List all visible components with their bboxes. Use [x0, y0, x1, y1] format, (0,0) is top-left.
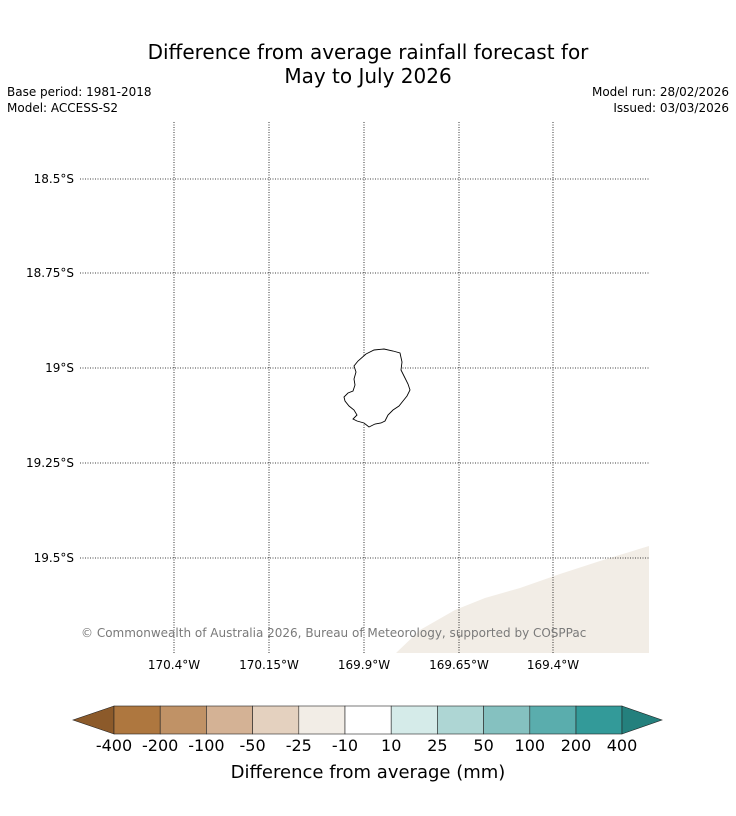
colorbar-tick-label: 400 — [607, 736, 638, 755]
lon-label: 170.4°W — [148, 658, 200, 672]
colorbar-tick-label: -100 — [188, 736, 224, 755]
meta-right: Model run: 28/02/2026 Issued: 03/03/2026 — [592, 84, 729, 116]
map-title-line-2: May to July 2026 — [284, 64, 452, 88]
colorbar-ticks: -400 -200 -100 -50 -25 -10 10 25 50 100 … — [96, 736, 637, 755]
lon-label: 170.15°W — [239, 658, 299, 672]
meta-left: Base period: 1981-2018 Model: ACCESS-S2 — [7, 84, 152, 116]
colorbar-extend-low — [72, 705, 115, 735]
issued-text: Issued: 03/03/2026 — [613, 101, 729, 115]
lon-labels: 170.4°W 170.15°W 169.9°W 169.65°W 169.4°… — [148, 658, 579, 672]
lat-label: 18.75°S — [26, 266, 74, 280]
colorbar-segment — [252, 705, 300, 735]
colorbar-segment — [575, 705, 623, 735]
lat-label: 19.5°S — [34, 551, 74, 565]
colorbar-tick-label: -200 — [142, 736, 178, 755]
colorbar-tick-label: 200 — [561, 736, 592, 755]
colorbar-title: Difference from average (mm) — [231, 762, 506, 783]
colorbar-segment — [113, 705, 161, 735]
island-outline — [343, 348, 411, 428]
colorbar-extend-high — [621, 705, 663, 735]
colorbar-segment — [437, 705, 484, 735]
colorbar-segment — [390, 705, 438, 735]
colorbar-tick-label: -400 — [96, 736, 132, 755]
colorbar-tick-label: 10 — [381, 736, 401, 755]
colorbar — [72, 705, 663, 735]
model-text: Model: ACCESS-S2 — [7, 101, 119, 115]
lat-label: 19.25°S — [26, 456, 74, 470]
colorbar-segment — [529, 705, 577, 735]
colorbar-tick-label: -25 — [286, 736, 312, 755]
copyright-text: © Commonwealth of Australia 2026, Bureau… — [81, 626, 586, 640]
colorbar-tick-label: 25 — [427, 736, 447, 755]
base-period-text: Base period: 1981-2018 — [7, 85, 152, 99]
lat-labels: 18.5°S 18.75°S 19°S 19.25°S 19.5°S — [26, 172, 74, 565]
colorbar-segment — [206, 705, 253, 735]
colorbar-segment — [298, 705, 346, 735]
colorbar-tick-label: -50 — [240, 736, 266, 755]
colorbar-segment — [483, 705, 531, 735]
colorbar-tick-label: -10 — [332, 736, 358, 755]
shaded-region — [396, 546, 649, 653]
model-run-text: Model run: 28/02/2026 — [591, 85, 729, 99]
lon-label: 169.65°W — [429, 658, 489, 672]
lat-label: 19°S — [45, 361, 74, 375]
lon-label: 169.4°W — [527, 658, 579, 672]
colorbar-segment — [159, 705, 207, 735]
colorbar-segment — [344, 705, 392, 735]
colorbar-tick-label: 50 — [473, 736, 493, 755]
lon-label: 169.9°W — [338, 658, 390, 672]
lat-label: 18.5°S — [34, 172, 74, 186]
colorbar-tick-label: 100 — [515, 736, 546, 755]
map-title-line-1: Difference from average rainfall forecas… — [147, 40, 589, 64]
